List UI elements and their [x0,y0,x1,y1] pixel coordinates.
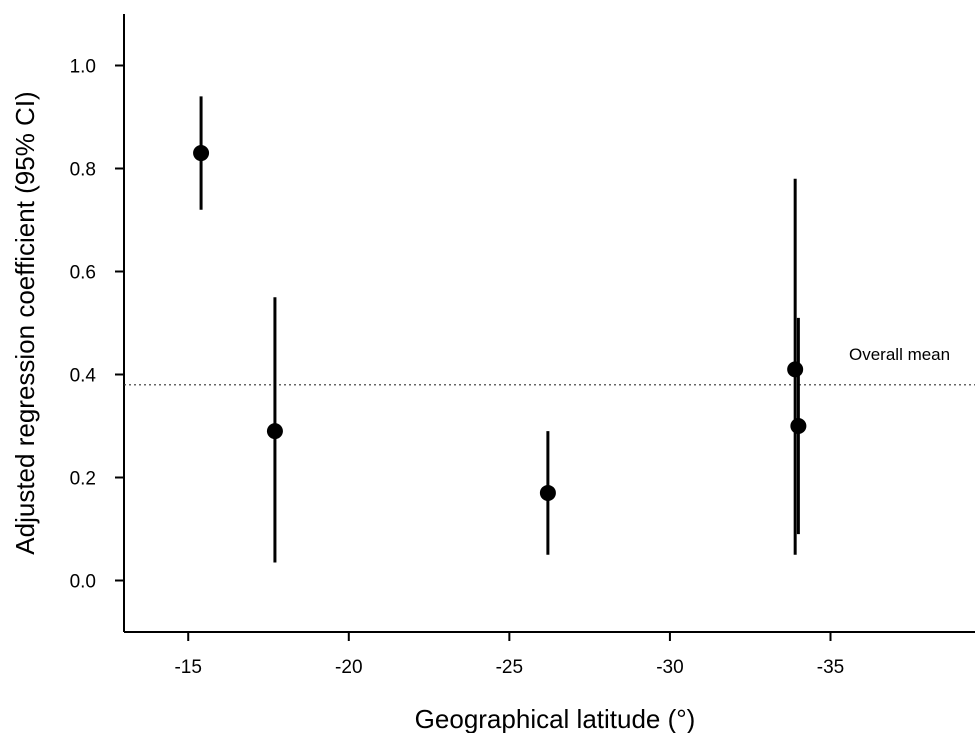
y-tick-label: 0.0 [70,572,96,593]
y-tick-label: 0.2 [70,469,96,490]
x-tick-label: -30 [656,657,683,678]
data-point [539,484,556,501]
y-tick-label: 1.0 [70,57,96,78]
x-tick-label: -35 [817,657,844,678]
y-axis-title: Adjusted regression coefficient (95% CI) [10,91,40,554]
x-tick-label: -25 [496,657,523,678]
data-point [193,145,210,162]
overall-mean-label: Overall mean [849,345,950,364]
y-tick-label: 0.6 [70,263,96,284]
tick-labels: 0.0 0.2 0.4 0.6 0.8 1.0 -15 -20 -25 -30 -35 [70,57,845,679]
x-axis-title: Geographical latitude (°) [415,704,696,733]
data-marks [193,96,807,563]
data-point [266,423,283,440]
y-tick-label: 0.8 [70,160,96,181]
x-tick-label: -20 [335,657,362,678]
data-point [790,418,807,434]
data-point [787,361,804,378]
y-tick-label: 0.4 [70,366,97,387]
x-tick-label: -15 [174,657,201,678]
axes [115,14,975,641]
